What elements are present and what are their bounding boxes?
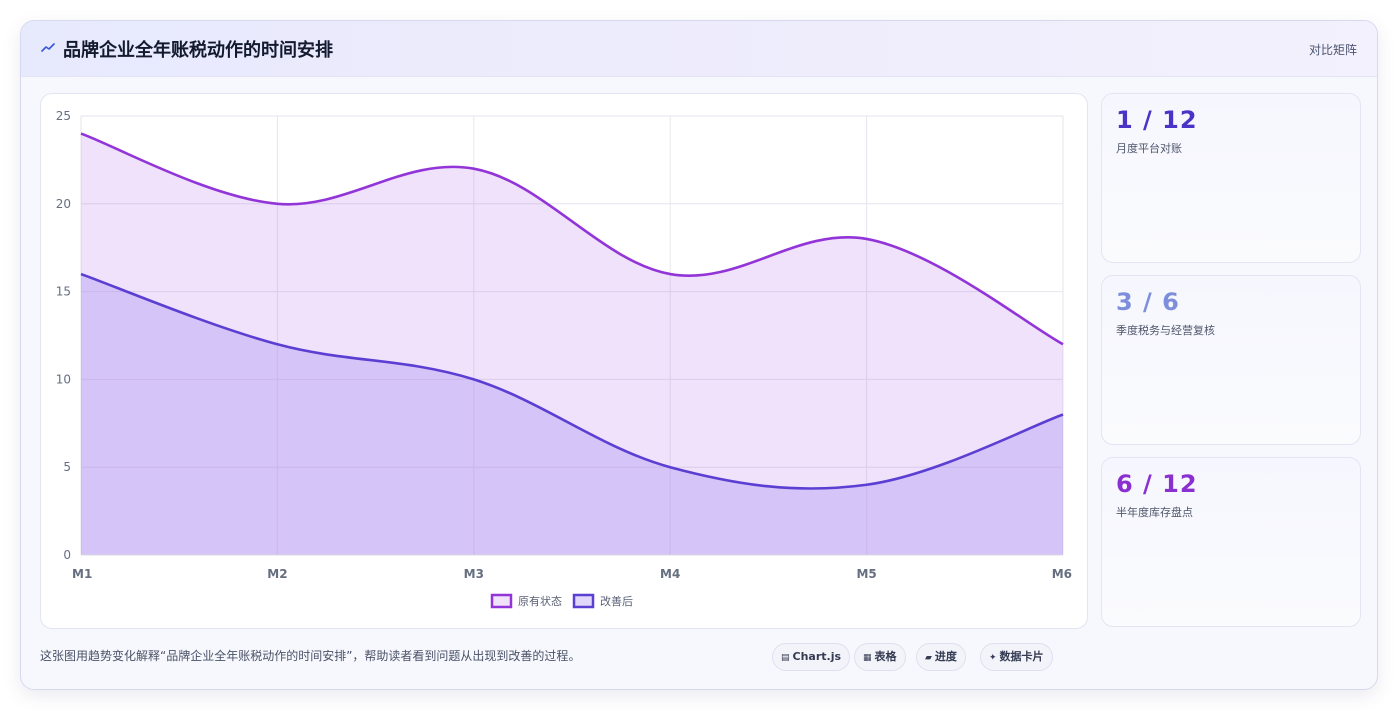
sparkle-icon: ✦ [989,653,997,663]
series-area-1 [81,133,1063,555]
x-tick-label: M4 [660,567,680,581]
series-line-1 [80,132,1064,346]
stat-card-monthly: 1 / 12 月度平台对账 [1101,93,1361,263]
compare-matrix-link[interactable]: 对比矩阵 [1308,43,1357,57]
chart-caption: 这张图用趋势变化解释“品牌企业全年账税动作的时间安排”，帮助读者看到问题从出现到… [40,649,581,663]
chart-panel: 0 5 10 15 20 25 M1 M2 M3 M4 M5 M6 原有状态 改善后 [40,93,1088,629]
stat-card-halfyear: 6 / 12 半年度库存盘点 [1101,457,1361,627]
series-area-2 [81,274,1063,555]
tag-label: 表格 [874,650,897,663]
y-tick-label: 20 [56,197,71,211]
x-tick-label: M1 [72,567,92,581]
page-title: 品牌企业全年账税动作的时间安排 [63,40,333,61]
y-tick-label: 0 [63,548,71,562]
tag-label: 进度 [934,650,957,663]
card-header: 品牌企业全年账税动作的时间安排 对比矩阵 [21,21,1377,77]
tag-table[interactable]: ▦ 表格 [854,643,906,671]
y-tick-label: 5 [63,460,71,474]
stat-label: 半年度库存盘点 [1116,506,1193,519]
chart-line-icon [41,43,55,52]
legend-swatch [572,593,595,609]
legend-label: 原有状态 [518,594,562,608]
legend-label: 改善后 [600,594,633,608]
stat-value: 6 / 12 [1116,470,1198,498]
tag-chartjs[interactable]: ▤ Chart.js [772,643,851,671]
area-chart: 0 5 10 15 20 25 M1 M2 M3 M4 M5 M6 原有状态 改善后 [56,109,1072,609]
report-card: 品牌企业全年账税动作的时间安排 对比矩阵 0 5 10 15 20 25 M1 M2 M3 M4 M… [20,20,1378,690]
y-tick-label: 10 [56,372,71,386]
x-tick-label: M3 [464,567,484,581]
stat-label: 季度税务与经营复核 [1116,324,1215,337]
legend-swatch [490,593,513,609]
y-tick-label: 25 [56,109,71,123]
table-icon: ▦ [863,653,872,663]
tag-data-cards[interactable]: ✦ 数据卡片 [980,643,1053,671]
stat-label: 月度平台对账 [1116,142,1182,155]
chart-icon: ▤ [781,653,790,663]
x-tick-label: M6 [1052,567,1072,581]
tag-label: Chart.js [792,650,842,663]
stat-value: 1 / 12 [1116,106,1198,134]
stat-value: 3 / 6 [1116,288,1180,316]
x-tick-label: M2 [267,567,287,581]
y-tick-label: 15 [56,285,71,299]
stat-card-quarterly: 3 / 6 季度税务与经营复核 [1101,275,1361,445]
series-line-2 [80,272,1064,490]
x-tick-label: M5 [856,567,876,581]
tag-progress[interactable]: ▰ 进度 [916,643,966,671]
progress-icon: ▰ [925,653,932,663]
tag-label: 数据卡片 [999,650,1044,663]
